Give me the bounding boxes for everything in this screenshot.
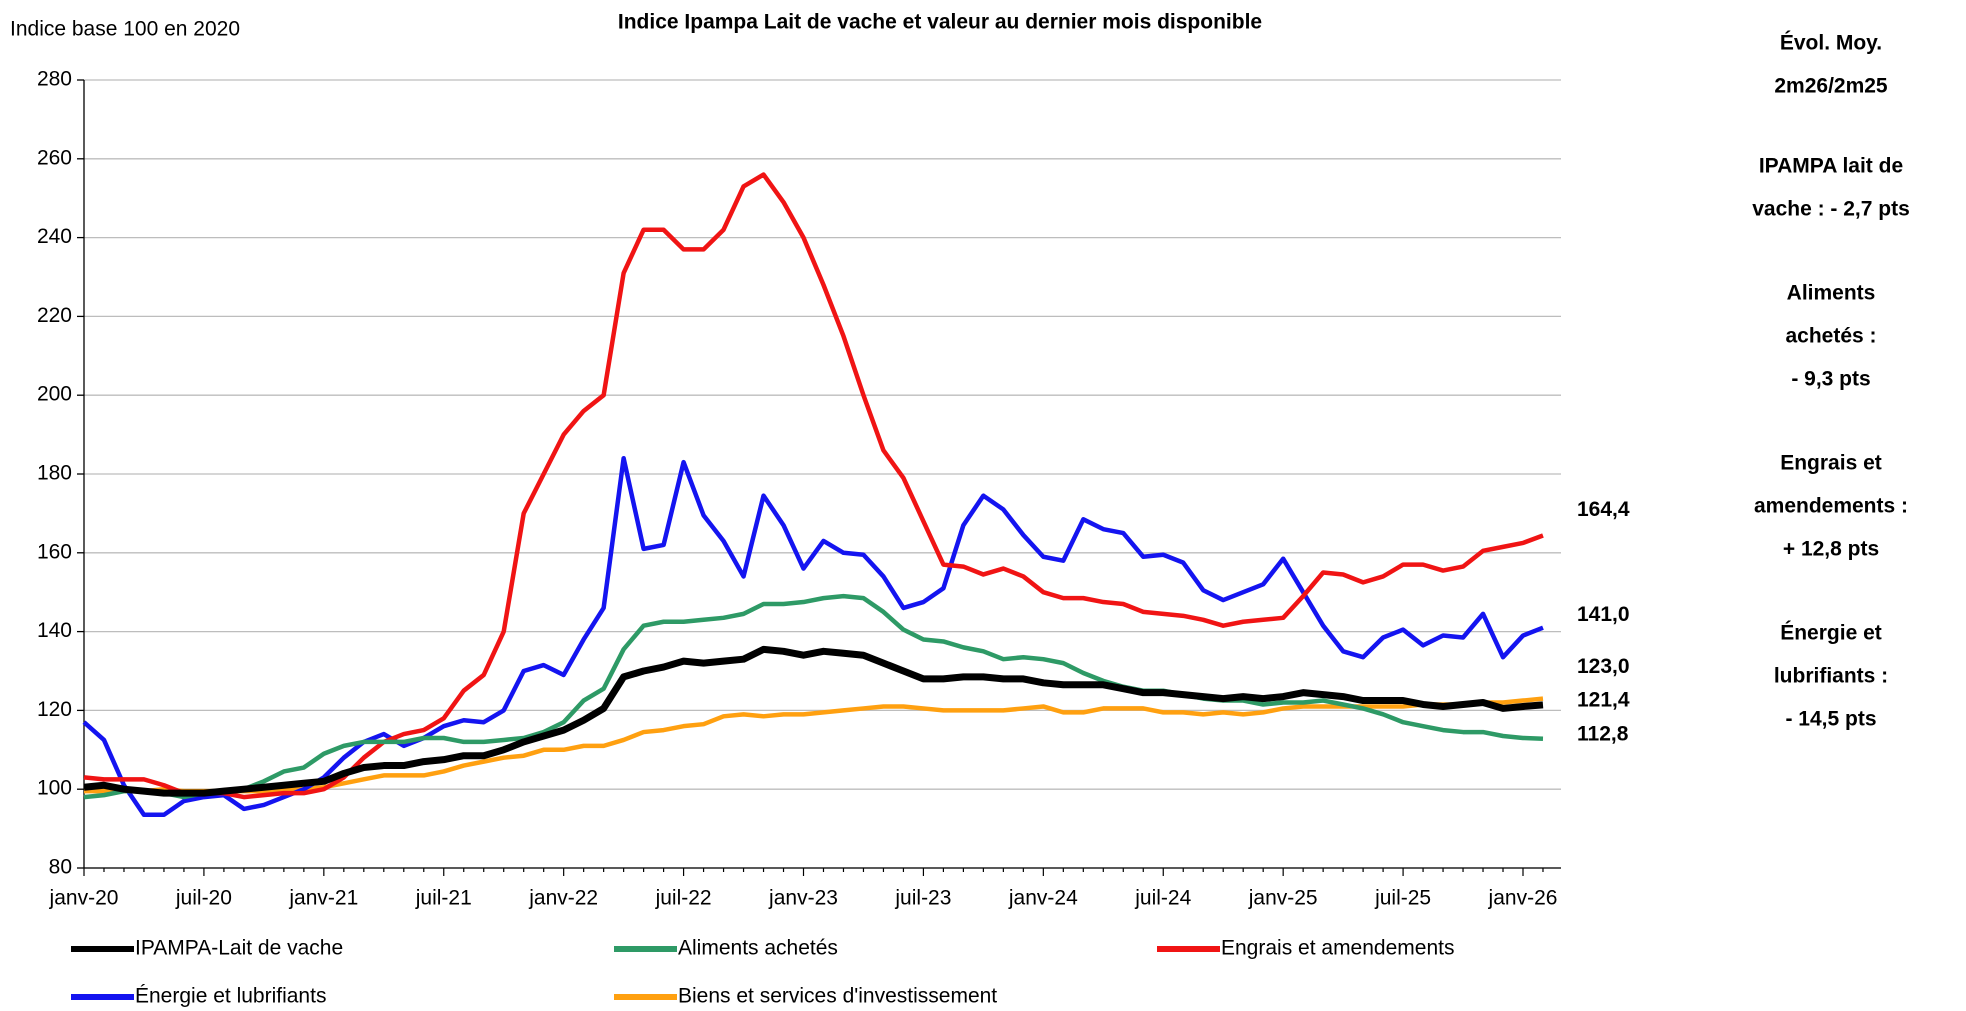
x-tick-label: janv-20 [49,887,119,910]
y-tick-label: 180 [37,462,72,485]
end-label: 164,4 [1577,498,1630,521]
y-tick-label: 140 [37,619,72,642]
chart-title: Indice Ipampa Lait de vache et valeur au… [618,11,1262,34]
panel-item: amendements : [1754,495,1908,518]
y-tick-label: 220 [37,304,72,327]
panel-item: Aliments [1787,282,1876,305]
panel-item: + 12,8 pts [1783,538,1879,561]
y-tick-label: 280 [37,68,72,91]
legend-label: Engrais et amendements [1221,937,1454,960]
panel-item: - 14,5 pts [1785,708,1876,731]
line-series [83,172,1544,800]
end-label: 141,0 [1577,603,1630,626]
panel-item: vache : - 2,7 pts [1752,198,1910,221]
end-label: 121,4 [1577,688,1630,711]
line-series [83,645,1544,797]
panel-item: lubrifiants : [1774,665,1888,688]
x-tick-label: juil-25 [1374,887,1431,910]
panel-item: achetés : [1785,325,1876,348]
x-tick-label: juil-21 [415,887,472,910]
panel-item: Engrais et [1780,452,1882,475]
end-label: 112,8 [1577,722,1629,745]
y-tick-label: 120 [37,698,72,721]
end-label: 123,0 [1577,655,1630,678]
x-tick-label: janv-25 [1248,887,1318,910]
line-series [82,455,1544,818]
x-tick-label: janv-23 [768,887,838,910]
line-series [83,593,1544,800]
y-tick-label: 240 [37,225,72,248]
y-tick-label: 100 [37,777,72,800]
x-tick-label: juil-20 [175,887,232,910]
legend-label: Énergie et lubrifiants [135,985,326,1008]
panel-title: 2m26/2m25 [1774,75,1888,98]
y-tick-label: 200 [37,383,72,406]
y-tick-label: 160 [37,540,72,563]
panel-item: - 9,3 pts [1791,368,1870,391]
legend-label: Aliments achetés [678,937,838,960]
legend-label: Biens et services d'investissement [678,985,997,1008]
panel-item: IPAMPA lait de [1759,155,1903,178]
x-tick-label: janv-24 [1008,887,1078,910]
x-tick-label: janv-21 [288,887,358,910]
line-series [84,696,1544,794]
x-tick-label: juil-24 [1134,887,1191,910]
legend-label: IPAMPA-Lait de vache [135,937,343,960]
x-tick-label: juil-22 [655,887,712,910]
y-axis-label: Indice base 100 en 2020 [10,18,240,41]
y-tick-label: 260 [37,146,72,169]
x-tick-label: janv-26 [1488,887,1558,910]
panel-title: Évol. Moy. [1780,32,1882,55]
panel-item: Énergie et [1780,622,1882,645]
x-tick-label: juil-23 [894,887,951,910]
x-tick-label: janv-22 [528,887,598,910]
y-tick-label: 80 [49,856,72,879]
